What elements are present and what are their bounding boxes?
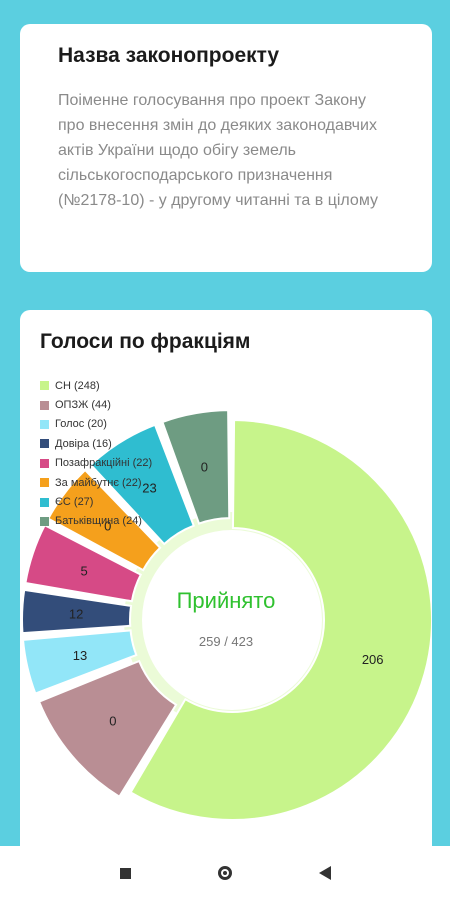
pie-slice-ОПЗЖ: [37, 659, 178, 799]
donut-hole: [142, 530, 322, 710]
legend-item[interactable]: За майбутнє (22): [40, 473, 152, 492]
back-button[interactable]: [310, 858, 340, 888]
legend-item[interactable]: ОПЗЖ (44): [40, 395, 152, 414]
legend-swatch: [40, 478, 49, 488]
votes-card: Голоси по фракціям СН (248) ОПЗЖ (44) Голо…: [20, 310, 432, 870]
legend-item[interactable]: Позафракційні (22): [40, 454, 152, 473]
slice-label: 5: [80, 563, 87, 578]
legend-swatch: [40, 516, 49, 526]
legend-swatch: [40, 419, 49, 429]
legend-label: СН (248): [55, 379, 100, 392]
recents-square-icon: [119, 867, 131, 879]
slice-label: 23: [142, 481, 156, 496]
legend-label: Батьківщина (24): [55, 515, 142, 528]
slice-label: 13: [73, 648, 87, 663]
pie-slice-Довіра: [21, 588, 133, 635]
home-button[interactable]: [210, 858, 240, 888]
legend-item[interactable]: Голос (20): [40, 415, 152, 434]
legend-swatch: [40, 439, 49, 449]
home-circle-icon: [218, 866, 232, 880]
legend-label: За майбутнє (22): [55, 476, 142, 489]
pie-slice-ЄС: [89, 423, 195, 546]
legend-label: Позафракційні (22): [55, 457, 153, 470]
android-nav-bar: [0, 846, 450, 900]
chart-legend: СН (248) ОПЗЖ (44) Голос (20) Довіра (16) По…: [40, 376, 152, 531]
pie-slice-Голос: [21, 629, 138, 695]
legend-item[interactable]: ЄС (27): [40, 492, 152, 511]
legend-item[interactable]: Довіра (16): [40, 434, 152, 453]
legend-label: Довіра (16): [55, 437, 112, 450]
pie-slice-СН: [129, 418, 432, 821]
bill-card: Назва законопроекту Поіменне голосування…: [20, 24, 432, 272]
slice-label: 0: [109, 714, 116, 729]
slice-label: 206: [362, 652, 384, 667]
legend-swatch: [40, 458, 49, 468]
faction-pie-chart[interactable]: 206 0 13 12 5 0 23 0: [20, 310, 432, 870]
pie-slice-Батьківщина: [161, 409, 231, 525]
votes-title: Голоси по фракціям: [40, 330, 251, 353]
recents-button[interactable]: [110, 858, 140, 888]
bill-description: Поіменне голосування про проект Закону п…: [58, 92, 379, 209]
legend-swatch: [40, 400, 49, 410]
legend-item[interactable]: СН (248): [40, 376, 152, 395]
slice-label: 0: [104, 519, 111, 534]
legend-swatch: [40, 497, 49, 507]
bill-title: Назва законопроекту: [58, 44, 280, 67]
vote-count: 259 / 423: [198, 634, 254, 649]
legend-swatch: [40, 381, 49, 391]
back-triangle-icon: [319, 866, 331, 880]
legend-item[interactable]: Батьківщина (24): [40, 512, 152, 531]
slice-label: 12: [69, 607, 83, 622]
legend-label: ОПЗЖ (44): [55, 399, 111, 412]
pie-slice-За майбутнє: [46, 468, 162, 572]
legend-label: Голос (20): [55, 418, 107, 431]
slice-label: 0: [201, 459, 208, 474]
legend-label: ЄС (27): [55, 496, 94, 509]
vote-status: Прийнято: [176, 588, 276, 613]
